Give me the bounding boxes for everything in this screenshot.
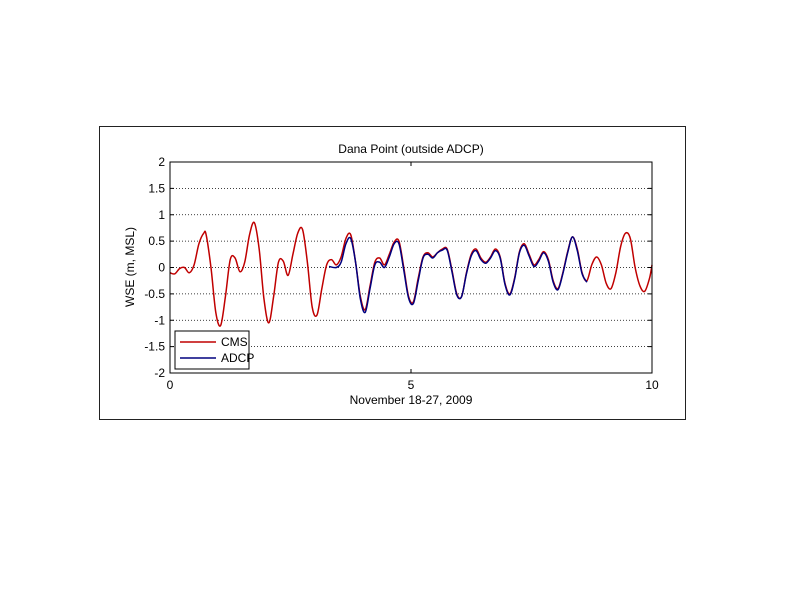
- y-tick-label: 1.5: [148, 181, 165, 195]
- y-axis-title: WSE (m, MSL): [123, 227, 137, 307]
- x-tick-label: 10: [645, 378, 659, 392]
- legend-box: [174, 330, 250, 370]
- x-axis: 0 5 10: [167, 162, 659, 392]
- series-lines: [169, 221, 653, 327]
- x-tick-label: 0: [167, 378, 174, 392]
- y-tick-label: 1: [158, 208, 165, 222]
- y-tick-label: -1.5: [144, 340, 165, 354]
- x-tick-label: 5: [408, 378, 415, 392]
- y-tick-label: -1: [154, 313, 165, 327]
- y-tick-label: 2: [158, 155, 165, 169]
- y-tick-label: -2: [154, 366, 165, 380]
- chart-title: Dana Point (outside ADCP): [338, 142, 483, 156]
- y-axis: 2 1.5 1 0.5 0 -0.5 -1 -1.5 -2: [144, 155, 652, 380]
- y-tick-label: 0: [158, 261, 165, 275]
- y-tick-label: 0.5: [148, 234, 165, 248]
- series-line-cms: [169, 221, 653, 327]
- legend: CMS ADCP: [174, 330, 254, 370]
- legend-label-adcp: ADCP: [221, 351, 254, 365]
- series-line-adcp: [328, 236, 588, 314]
- x-axis-title: November 18-27, 2009: [350, 393, 473, 407]
- grid-lines: [170, 187, 652, 348]
- line-chart: Dana Point (outside ADCP) 2 1.5 1 0.5 0 -0.5 -…: [123, 142, 659, 407]
- figure-frame: Dana Point (outside ADCP) 2 1.5 1 0.5 0 -0.5 -…: [99, 126, 686, 420]
- legend-label-cms: CMS: [221, 335, 248, 349]
- y-tick-label: -0.5: [144, 287, 165, 301]
